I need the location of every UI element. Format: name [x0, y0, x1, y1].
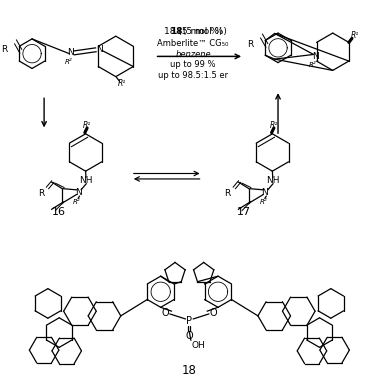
- Text: N: N: [75, 187, 81, 197]
- Text: NH: NH: [266, 176, 280, 185]
- Text: 16: 16: [52, 207, 66, 217]
- Text: up to 99 %: up to 99 %: [170, 60, 216, 70]
- Text: 17: 17: [237, 207, 251, 217]
- Text: N: N: [96, 45, 102, 54]
- Text: O: O: [162, 308, 169, 318]
- Text: R: R: [225, 189, 231, 198]
- Text: 18 (5 mol %): 18 (5 mol %): [164, 27, 222, 37]
- Text: R: R: [248, 40, 254, 49]
- Text: (5 mol %): (5 mol %): [180, 27, 226, 37]
- Text: R²: R²: [65, 59, 73, 65]
- Text: P: P: [186, 316, 192, 326]
- Text: R¹: R¹: [350, 31, 359, 40]
- Text: R²: R²: [73, 198, 81, 205]
- Text: N: N: [68, 48, 74, 57]
- Text: R¹: R¹: [270, 121, 277, 130]
- Text: O: O: [209, 308, 217, 318]
- Text: Amberlite™ CG₅₀: Amberlite™ CG₅₀: [158, 39, 229, 48]
- Text: N: N: [311, 52, 318, 61]
- Text: up to 98.5:1.5 er: up to 98.5:1.5 er: [158, 70, 228, 80]
- Text: R: R: [38, 189, 44, 198]
- Text: R¹: R¹: [117, 79, 125, 88]
- Text: NH: NH: [80, 176, 93, 185]
- Text: OH: OH: [191, 340, 205, 350]
- Text: R¹: R¹: [83, 121, 91, 130]
- Text: N: N: [262, 187, 268, 197]
- Text: benzene: benzene: [175, 49, 211, 59]
- Text: 18: 18: [170, 27, 182, 37]
- Text: R²: R²: [308, 62, 316, 68]
- Text: 18: 18: [182, 364, 197, 377]
- Text: O: O: [186, 331, 193, 341]
- Text: R²: R²: [259, 198, 267, 205]
- Text: R: R: [2, 45, 8, 54]
